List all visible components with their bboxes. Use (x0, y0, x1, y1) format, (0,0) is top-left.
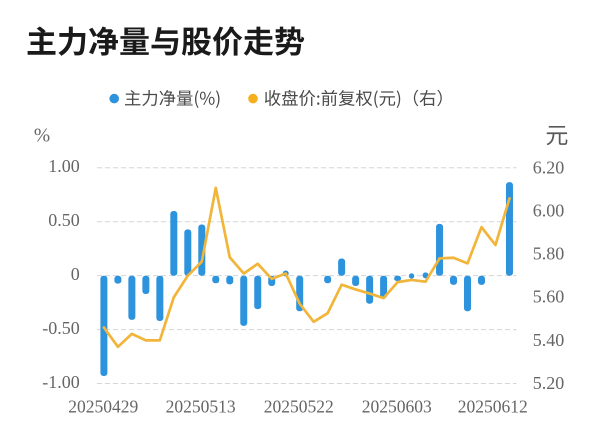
svg-text:0.50: 0.50 (48, 210, 80, 230)
svg-text:-1.00: -1.00 (42, 372, 80, 392)
svg-text:-0.50: -0.50 (42, 318, 80, 338)
svg-text:5.20: 5.20 (533, 373, 565, 393)
svg-text:%: % (34, 126, 50, 147)
svg-text:20250612: 20250612 (458, 397, 528, 417)
svg-text:5.40: 5.40 (533, 330, 565, 350)
svg-text:20250429: 20250429 (68, 397, 138, 417)
svg-text:5.80: 5.80 (533, 244, 565, 264)
svg-text:20250522: 20250522 (264, 397, 334, 417)
svg-text:6.00: 6.00 (533, 200, 565, 220)
svg-text:6.20: 6.20 (533, 157, 565, 177)
svg-text:5.60: 5.60 (533, 287, 565, 307)
svg-text:20250513: 20250513 (166, 397, 236, 417)
svg-text:20250603: 20250603 (362, 397, 432, 417)
svg-text:0: 0 (71, 264, 80, 284)
svg-text:1.00: 1.00 (48, 156, 80, 176)
